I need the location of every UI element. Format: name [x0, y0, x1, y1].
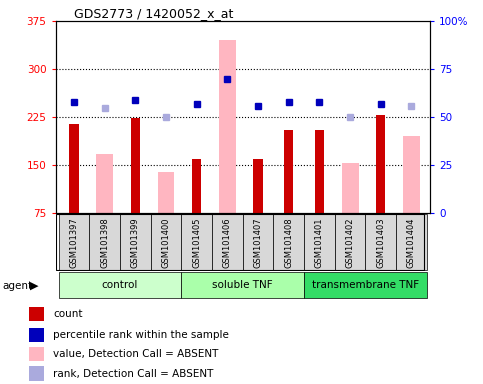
Text: soluble TNF: soluble TNF — [213, 280, 273, 290]
Bar — [28, 328, 44, 342]
Text: GSM101397: GSM101397 — [70, 218, 78, 268]
FancyBboxPatch shape — [366, 214, 396, 270]
Bar — [157, 172, 174, 213]
Bar — [28, 366, 44, 381]
Bar — [341, 163, 358, 213]
Bar — [284, 130, 293, 213]
FancyBboxPatch shape — [243, 214, 273, 270]
FancyBboxPatch shape — [304, 214, 335, 270]
Bar — [403, 136, 420, 213]
Text: GSM101403: GSM101403 — [376, 218, 385, 268]
FancyBboxPatch shape — [89, 214, 120, 270]
FancyBboxPatch shape — [181, 214, 212, 270]
Text: GSM101401: GSM101401 — [315, 218, 324, 268]
Bar — [315, 130, 324, 213]
Text: ▶: ▶ — [29, 281, 38, 291]
Text: transmembrane TNF: transmembrane TNF — [312, 280, 419, 290]
Bar — [70, 124, 79, 213]
Text: control: control — [102, 280, 138, 290]
Text: rank, Detection Call = ABSENT: rank, Detection Call = ABSENT — [53, 369, 213, 379]
Text: GSM101402: GSM101402 — [346, 218, 355, 268]
FancyBboxPatch shape — [212, 214, 243, 270]
Text: percentile rank within the sample: percentile rank within the sample — [53, 330, 229, 340]
FancyBboxPatch shape — [396, 214, 427, 270]
Bar — [254, 159, 263, 213]
Bar — [96, 154, 113, 213]
FancyBboxPatch shape — [273, 214, 304, 270]
Bar — [131, 118, 140, 213]
Bar — [28, 306, 44, 321]
Text: GSM101399: GSM101399 — [131, 218, 140, 268]
FancyBboxPatch shape — [120, 214, 151, 270]
FancyBboxPatch shape — [58, 214, 89, 270]
Text: GSM101408: GSM101408 — [284, 218, 293, 268]
Text: GSM101404: GSM101404 — [407, 218, 416, 268]
FancyBboxPatch shape — [304, 272, 427, 298]
Text: count: count — [53, 309, 83, 319]
Bar — [376, 115, 385, 213]
Text: GSM101405: GSM101405 — [192, 218, 201, 268]
Text: value, Detection Call = ABSENT: value, Detection Call = ABSENT — [53, 349, 218, 359]
Text: agent: agent — [2, 281, 32, 291]
FancyBboxPatch shape — [151, 214, 181, 270]
FancyBboxPatch shape — [181, 272, 304, 298]
Text: GSM101398: GSM101398 — [100, 218, 109, 268]
Text: GSM101407: GSM101407 — [254, 218, 263, 268]
Bar — [192, 159, 201, 213]
Bar — [28, 347, 44, 361]
FancyBboxPatch shape — [58, 272, 181, 298]
Text: GSM101400: GSM101400 — [161, 218, 170, 268]
Text: GSM101406: GSM101406 — [223, 218, 232, 268]
Text: GDS2773 / 1420052_x_at: GDS2773 / 1420052_x_at — [74, 7, 234, 20]
Bar — [219, 40, 236, 213]
FancyBboxPatch shape — [335, 214, 366, 270]
